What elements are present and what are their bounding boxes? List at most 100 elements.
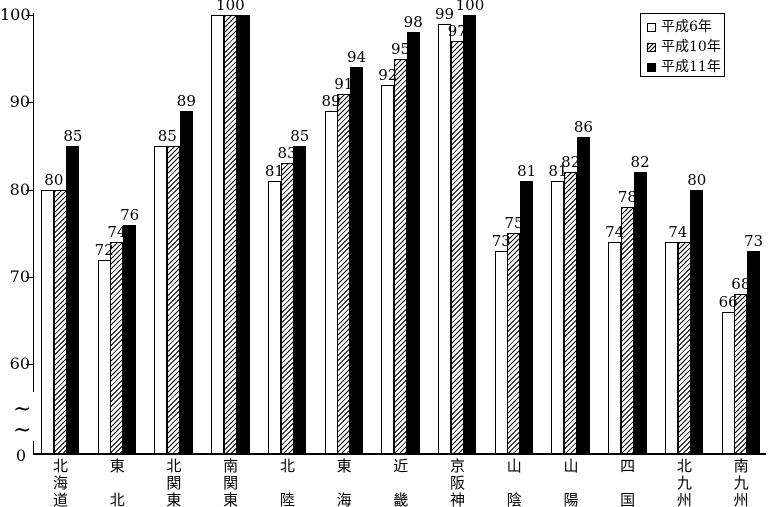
- bar-平成6年-山陽: [551, 180, 565, 454]
- bar-value-label: 86: [573, 118, 593, 137]
- bar-平成11年-南九州: [747, 250, 761, 454]
- y-axis-upper-segment: [33, 13, 34, 392]
- x-axis-category-label: 九: [676, 474, 692, 492]
- x-axis-category-label: 山: [563, 457, 579, 475]
- x-axis-category-label: 近: [393, 457, 409, 475]
- bar-平成6年-山陰: [494, 250, 508, 454]
- bar-平成6年-東北: [97, 259, 111, 454]
- bar-平成10年-京阪神: [450, 41, 464, 454]
- bar-平成6年-北海道: [41, 189, 54, 454]
- legend-entry-heisei6: 平成6年: [647, 16, 724, 36]
- bar-value-label: 100: [455, 0, 485, 14]
- x-axis-category-label: 北: [676, 457, 692, 475]
- y-axis-tick-label: 100: [0, 5, 31, 24]
- bar-平成6年-近畿: [381, 84, 395, 454]
- bar-value-label: 85: [290, 126, 310, 145]
- bar-平成10年-北海道: [53, 189, 67, 454]
- y-axis-tick-label: 80: [9, 179, 30, 199]
- x-axis-category-label: 海: [52, 474, 68, 492]
- bar-value-label: 99: [434, 4, 455, 23]
- bar-value-label: 74: [107, 223, 127, 242]
- legend-marker-white-icon: [647, 23, 656, 32]
- bar-value-label: 85: [63, 126, 83, 145]
- bar-平成11年-北海道: [66, 145, 80, 454]
- x-axis-category-label: 道: [52, 491, 68, 507]
- bar-平成11年-京阪神: [463, 15, 477, 454]
- y-axis-tick: [26, 102, 33, 104]
- y-axis-tick: [26, 15, 33, 16]
- legend-marker-hatched-icon: [647, 43, 656, 52]
- bar-平成10年-四国: [620, 207, 634, 454]
- bar-value-label: 72: [94, 240, 114, 259]
- bar-平成11年-東海: [350, 67, 363, 454]
- y-axis-tick: [26, 189, 33, 191]
- y-axis-tick-label: 70: [9, 266, 30, 286]
- bar-value-label: 89: [176, 92, 196, 111]
- y-axis-lower-segment: [33, 441, 34, 455]
- x-axis-category-label: 東: [223, 491, 239, 507]
- bar-平成11年-南関東: [236, 15, 250, 454]
- x-axis-category-label: 神: [450, 491, 466, 507]
- x-axis-category-label: 南: [733, 457, 749, 475]
- x-axis-category-label: 関: [166, 474, 182, 492]
- bar-value-label: 91: [334, 74, 354, 93]
- x-axis-category-label: 南: [223, 457, 239, 475]
- bar-平成6年-四国: [608, 242, 622, 454]
- y-axis-tick: [26, 276, 33, 278]
- x-axis-category-label: 北: [279, 457, 295, 475]
- bar-value-label: 80: [44, 170, 64, 189]
- bar-value-label: 75: [504, 214, 524, 233]
- y-axis-tick-label: 90: [9, 92, 30, 112]
- bar-value-label: 100: [216, 0, 245, 14]
- legend: 平成6年 平成10年 平成11年: [640, 13, 725, 77]
- x-axis-line: [33, 453, 766, 455]
- x-axis-category-label: 四: [620, 457, 636, 475]
- bar-平成11年-北九州: [690, 189, 704, 454]
- bar-value-label: 73: [743, 231, 764, 250]
- bar-平成6年-東海: [324, 111, 338, 454]
- bar-平成6年-京阪神: [438, 23, 452, 454]
- x-axis-category-label: 山: [506, 457, 522, 475]
- legend-label-heisei11: 平成11年: [661, 59, 721, 75]
- x-axis-category-label: 北: [109, 491, 125, 507]
- bar-平成10年-近畿: [394, 58, 408, 454]
- x-axis-category-label: 阪: [450, 474, 466, 492]
- bar-value-label: 94: [346, 48, 367, 67]
- bar-value-label: 74: [605, 223, 625, 242]
- bar-value-label: 78: [617, 188, 637, 207]
- bar-value-label: 82: [630, 153, 650, 172]
- bar-平成6年-北陸: [267, 180, 281, 454]
- x-axis-category-label: 北: [52, 457, 68, 475]
- x-axis-category-label: 九: [733, 474, 749, 492]
- bar-平成6年-南関東: [211, 15, 225, 454]
- bar-平成11年-山陽: [576, 137, 590, 454]
- bar-平成10年-東北: [110, 242, 124, 454]
- bar-平成6年-北九州: [664, 242, 678, 454]
- bar-value-label: 82: [561, 153, 581, 172]
- legend-entry-heisei10: 平成10年: [647, 36, 724, 56]
- bar-平成10年-北関東: [167, 145, 181, 454]
- y-axis-tick: [26, 364, 33, 366]
- x-axis-category-label: 陸: [279, 491, 295, 507]
- bar-平成10年-南関東: [223, 15, 237, 454]
- y-axis-tick-label: 60: [9, 354, 30, 374]
- bar-平成11年-山陰: [520, 180, 534, 454]
- x-axis-category-label: 京: [450, 457, 466, 475]
- legend-label-heisei10: 平成10年: [661, 39, 721, 55]
- bar-value-label: 66: [718, 292, 738, 311]
- bar-平成11年-北関東: [179, 111, 193, 454]
- bar-平成11年-東北: [123, 224, 137, 454]
- x-axis-category-label: 東: [109, 457, 125, 475]
- bar-平成11年-四国: [633, 172, 647, 454]
- x-axis-category-label: 畿: [393, 491, 409, 507]
- legend-entry-heisei11: 平成11年: [647, 56, 724, 76]
- x-axis-category-label: 東: [166, 491, 182, 507]
- x-axis-category-label: 北: [166, 457, 182, 475]
- bar-平成10年-山陰: [507, 233, 521, 454]
- x-axis-category-label: 陰: [506, 491, 522, 507]
- bar-value-label: 92: [378, 65, 398, 84]
- bar-value-label: 81: [517, 161, 537, 180]
- x-axis-category-label: 陽: [563, 491, 579, 507]
- bar-平成6年-北関東: [154, 145, 168, 454]
